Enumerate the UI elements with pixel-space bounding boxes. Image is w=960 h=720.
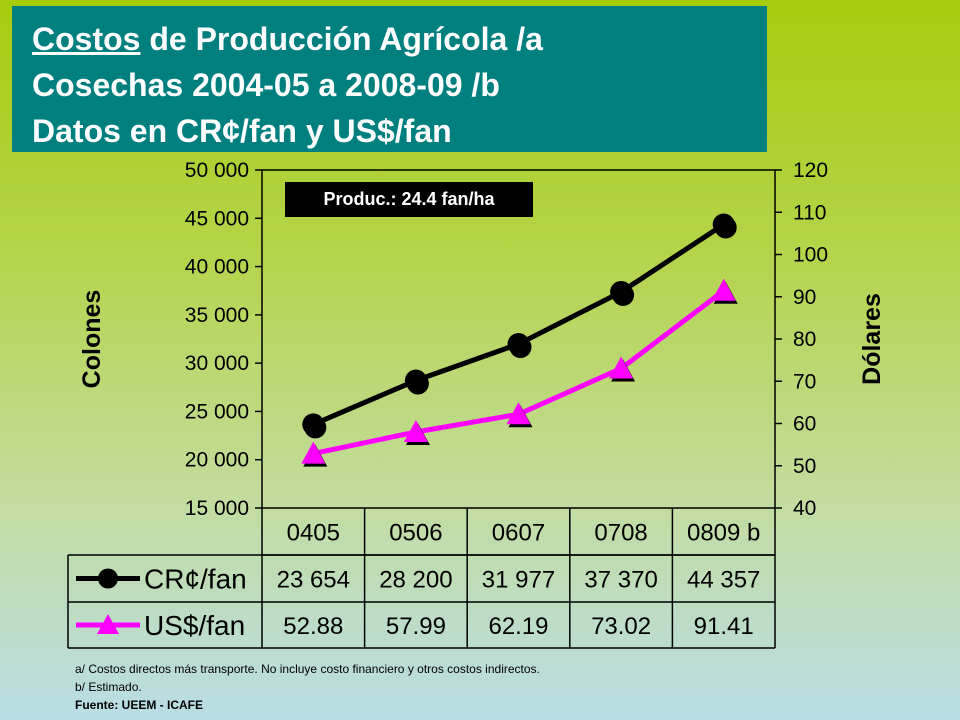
right-axis-tick-label: 110 — [793, 201, 826, 224]
category-label: 0708 — [594, 520, 647, 547]
right-axis-tick-label: 80 — [793, 328, 816, 351]
legend-label: CR¢/fan — [144, 564, 247, 595]
footnote-b: b/ Estimado. — [75, 680, 142, 694]
left-axis-tick-label: 15 000 — [185, 497, 249, 520]
left-axis-tick-label: 45 000 — [185, 207, 249, 230]
right-axis-tick-label: 40 — [793, 497, 816, 520]
left-axis-tick-label: 20 000 — [185, 449, 249, 472]
data-point-triangle — [301, 441, 326, 464]
table-value: 37 370 — [584, 567, 657, 594]
footnote-a: a/ Costos directos más transporte. No in… — [75, 662, 540, 676]
data-point-circle — [610, 280, 633, 303]
table-value: 28 200 — [379, 567, 452, 594]
series-line-1 — [312, 288, 726, 457]
left-axis-tick-label: 40 000 — [185, 256, 249, 279]
title-line-3: Datos en CR¢/fan y US$/fan — [32, 113, 452, 149]
table-value: 44 357 — [687, 567, 760, 594]
data-point-circle — [302, 413, 325, 436]
data-point-circle — [712, 213, 735, 236]
category-label: 0405 — [287, 520, 340, 547]
footnote-source: Fuente: UEEM - ICAFE — [75, 698, 203, 712]
category-label: 0809 b — [687, 520, 760, 547]
table-value: 62.19 — [488, 613, 548, 640]
table-value: 91.41 — [694, 613, 754, 640]
legend-label: US$/fan — [144, 610, 245, 641]
table-value: 23 654 — [277, 567, 350, 594]
table-value: 57.99 — [386, 613, 446, 640]
right-axis-title: Dólares — [858, 293, 886, 385]
data-point-triangle — [506, 402, 531, 425]
left-axis-tick-label: 35 000 — [185, 304, 249, 327]
left-axis-tick-label: 25 000 — [185, 400, 249, 423]
data-point-circle — [507, 333, 530, 356]
data-point-triangle — [711, 278, 736, 301]
category-label: 0506 — [389, 520, 442, 547]
data-point-circle — [404, 369, 427, 392]
data-point-triangle — [609, 356, 634, 379]
right-axis-tick-label: 90 — [793, 286, 816, 309]
right-axis-tick-label: 70 — [793, 370, 816, 393]
left-axis-tick-label: 30 000 — [185, 352, 249, 375]
table-value: 31 977 — [482, 567, 555, 594]
title-line-2: Cosechas 2004-05 a 2008-09 /b — [32, 67, 500, 103]
left-axis-title: Colones — [78, 290, 106, 389]
right-axis-tick-label: 100 — [793, 244, 828, 267]
title-line-1-rest: de Producción Agrícola /a — [140, 21, 543, 57]
legend-marker-circle — [98, 568, 118, 589]
legend-marker-triangle — [97, 614, 119, 634]
right-axis-tick-label: 50 — [793, 455, 816, 478]
title-line-1: Costos de Producción Agrícola /a — [32, 16, 767, 62]
table-value: 73.02 — [591, 613, 651, 640]
category-label: 0607 — [492, 520, 545, 547]
data-point-triangle — [403, 419, 428, 442]
table-value: 52.88 — [283, 613, 343, 640]
footnotes: a/ Costos directos más transporte. No in… — [75, 660, 540, 714]
right-axis-tick-label: 120 — [793, 159, 828, 182]
series-line-0 — [312, 222, 726, 427]
title-underlined-word: Costos — [32, 21, 141, 57]
right-axis-tick-label: 60 — [793, 413, 816, 436]
left-axis-tick-label: 50 000 — [185, 159, 249, 182]
production-badge: Produc.: 24.4 fan/ha — [285, 182, 533, 217]
title-box: Costos de Producción Agrícola /a Cosecha… — [12, 6, 767, 152]
